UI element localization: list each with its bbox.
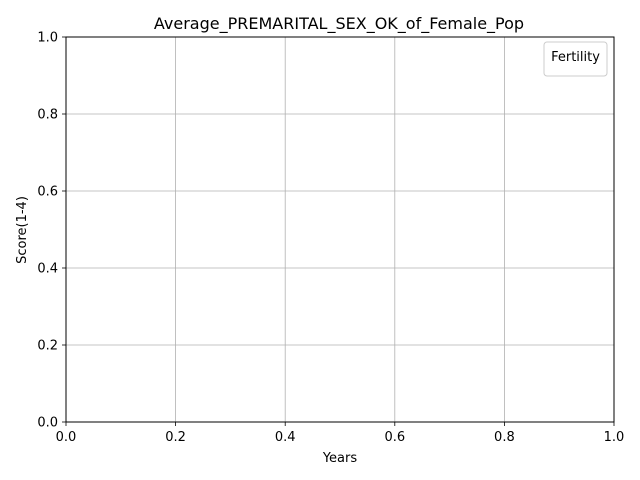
x-tick-label: 0.0	[56, 430, 77, 445]
legend-box	[543, 41, 608, 77]
x-tick-label: 1.0	[604, 430, 625, 445]
y-tick-label: 0.4	[37, 262, 58, 277]
legend-title: Fertility	[551, 50, 600, 65]
y-tick-label: 0.0	[37, 416, 58, 431]
y-tick-label: 1.0	[37, 31, 58, 46]
y-tick-label: 0.6	[37, 185, 58, 200]
x-axis-title: Years	[322, 451, 358, 466]
y-tick-label: 0.2	[37, 339, 58, 354]
x-tick-label: 0.6	[384, 430, 405, 445]
chart-title: Average_PREMARITAL_SEX_OK_of_Female_Pop	[154, 14, 524, 34]
legend: Fertility	[543, 41, 608, 77]
plot-area-frame	[65, 36, 615, 423]
tick-layer: 0.0 0.2 0.4 0.6 0.8 1.0 0.0 0.2 0.4 0.6 0.8 1.0	[37, 31, 624, 446]
y-axis-title: Score(1-4)	[15, 196, 30, 264]
y-tick-label: 0.8	[37, 108, 58, 123]
x-tick-label: 0.8	[494, 430, 515, 445]
x-tick-label: 0.2	[165, 430, 186, 445]
x-tick-label: 0.4	[275, 430, 296, 445]
grid-layer	[65, 36, 615, 423]
